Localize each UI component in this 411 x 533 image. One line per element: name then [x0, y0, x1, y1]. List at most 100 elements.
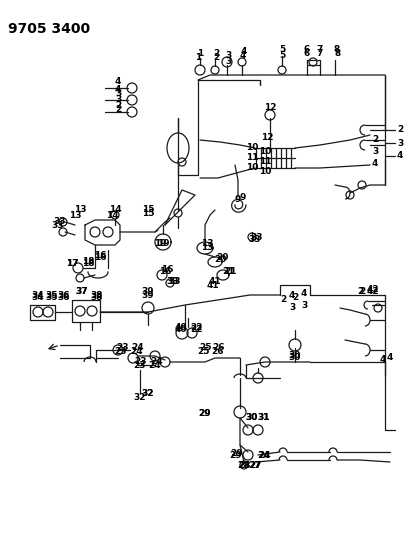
Text: 9: 9: [235, 196, 241, 205]
Text: 3: 3: [372, 148, 378, 157]
Text: 3: 3: [397, 139, 403, 148]
Text: 15: 15: [142, 208, 154, 217]
Text: 4: 4: [380, 356, 386, 365]
Text: 11: 11: [246, 154, 258, 163]
Text: 9: 9: [240, 193, 246, 203]
Text: 33: 33: [167, 278, 179, 287]
Text: 6: 6: [304, 45, 310, 54]
Text: 10: 10: [259, 166, 271, 175]
Text: 7: 7: [317, 49, 323, 58]
Text: 2: 2: [357, 287, 363, 295]
Text: 33: 33: [249, 236, 261, 245]
Text: 17: 17: [66, 259, 79, 268]
Text: 31: 31: [258, 414, 270, 423]
Text: 22: 22: [190, 326, 202, 335]
Text: 19: 19: [157, 238, 169, 247]
Text: 32: 32: [134, 393, 146, 402]
Text: 38: 38: [91, 293, 103, 302]
Text: 26: 26: [211, 348, 223, 357]
Text: 21: 21: [224, 266, 236, 276]
Text: 4: 4: [115, 77, 121, 85]
Text: 40: 40: [175, 324, 187, 333]
Text: 12: 12: [264, 103, 276, 112]
Text: 13: 13: [201, 244, 213, 253]
Text: 23: 23: [133, 360, 145, 369]
Text: 24: 24: [258, 450, 270, 459]
Text: 17: 17: [66, 259, 79, 268]
Text: 32: 32: [142, 389, 154, 398]
Text: 24: 24: [131, 348, 143, 357]
Text: 33: 33: [54, 217, 66, 227]
Text: 30: 30: [246, 414, 258, 423]
Text: 11: 11: [259, 157, 271, 166]
Text: 24: 24: [259, 450, 271, 459]
Text: 14: 14: [106, 211, 118, 220]
Text: 34: 34: [32, 292, 44, 301]
Text: 3: 3: [115, 95, 121, 104]
Text: 26: 26: [212, 343, 224, 352]
Text: 16: 16: [159, 268, 171, 277]
Text: 8: 8: [334, 45, 340, 54]
Text: 2: 2: [115, 101, 121, 109]
Text: 16: 16: [94, 251, 106, 260]
Text: 38: 38: [91, 292, 103, 301]
Text: 33: 33: [251, 232, 263, 241]
Text: 15: 15: [142, 206, 154, 214]
Text: 42: 42: [367, 285, 379, 294]
Text: 40: 40: [175, 326, 187, 335]
Text: 35: 35: [46, 292, 58, 301]
Text: 2: 2: [397, 125, 403, 134]
Text: 5: 5: [279, 51, 285, 60]
Text: 13: 13: [69, 211, 81, 220]
Text: 41: 41: [207, 280, 219, 289]
Text: 16: 16: [94, 253, 106, 262]
Text: 27: 27: [250, 461, 262, 470]
Text: 24: 24: [149, 360, 161, 369]
Text: 16: 16: [161, 265, 173, 274]
Text: 23: 23: [114, 348, 126, 357]
Text: 29: 29: [230, 450, 242, 459]
Text: 42: 42: [367, 287, 379, 295]
Text: 18: 18: [82, 257, 94, 266]
Text: 2: 2: [280, 295, 286, 304]
Text: 28: 28: [237, 461, 249, 470]
Text: 24: 24: [151, 358, 163, 367]
Text: 25: 25: [199, 343, 211, 352]
Text: 4: 4: [387, 353, 393, 362]
Text: 20: 20: [216, 254, 228, 262]
Text: 33: 33: [52, 221, 64, 230]
Text: 36: 36: [58, 292, 70, 301]
Text: 6: 6: [304, 49, 310, 58]
Text: 8: 8: [335, 49, 341, 58]
Text: 4: 4: [241, 47, 247, 56]
Text: 27: 27: [249, 461, 261, 470]
Text: 14: 14: [109, 206, 121, 214]
Text: 18: 18: [82, 259, 94, 268]
Text: 25: 25: [197, 348, 209, 357]
Text: 2: 2: [213, 49, 219, 58]
Text: 41: 41: [209, 278, 221, 287]
Text: 29: 29: [199, 408, 211, 417]
Text: 24: 24: [132, 343, 144, 352]
Text: 2: 2: [372, 135, 378, 144]
Text: 4: 4: [289, 290, 295, 300]
Text: 36: 36: [58, 293, 70, 302]
Text: 7: 7: [317, 45, 323, 54]
Text: 39: 39: [142, 290, 154, 300]
Text: 3: 3: [225, 58, 231, 67]
Text: 12: 12: [261, 133, 273, 141]
Text: 13: 13: [201, 238, 213, 247]
Text: 33: 33: [169, 278, 181, 287]
Text: 2: 2: [115, 106, 121, 115]
Text: 10: 10: [246, 143, 258, 152]
Text: 34: 34: [32, 293, 44, 302]
Text: 21: 21: [222, 268, 234, 277]
Text: 2: 2: [213, 53, 219, 62]
Text: 30: 30: [289, 352, 301, 361]
Text: 30: 30: [246, 414, 258, 423]
Text: 2: 2: [359, 287, 365, 295]
Text: 3: 3: [301, 301, 307, 310]
Text: 28: 28: [238, 461, 250, 470]
Text: 4: 4: [301, 288, 307, 297]
Text: 5: 5: [279, 45, 285, 54]
